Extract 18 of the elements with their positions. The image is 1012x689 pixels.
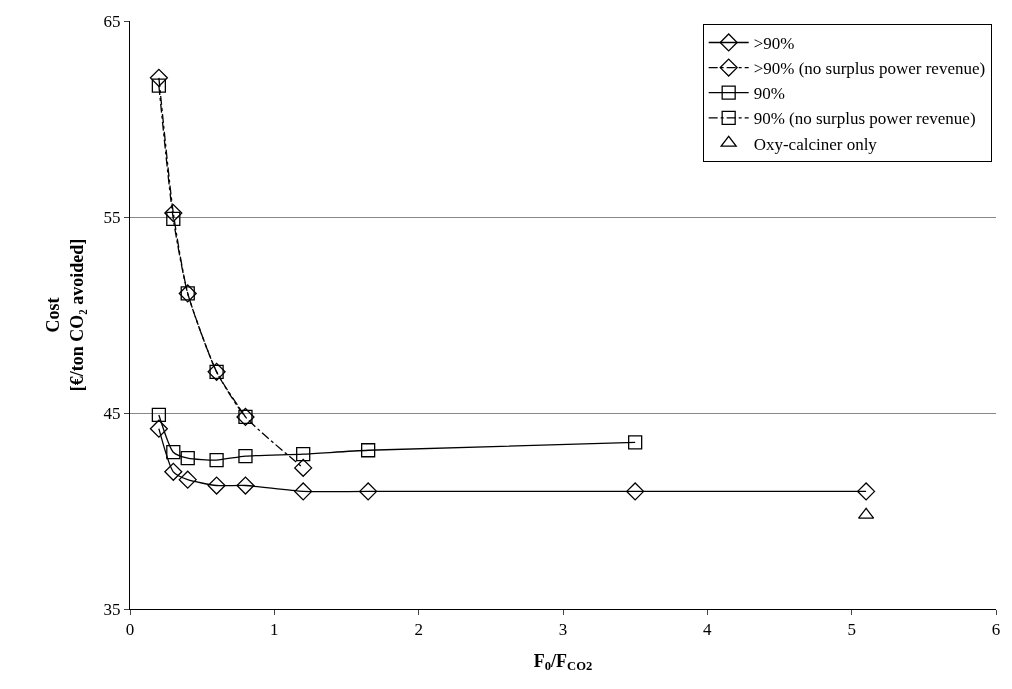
legend-label: Oxy-calciner only <box>753 134 878 154</box>
y-tick-label: 45 <box>103 403 121 423</box>
x-tick-label: 0 <box>125 620 135 640</box>
x-tick-label: 4 <box>703 620 713 640</box>
y-tick-label: 35 <box>103 599 121 619</box>
x-tick-label: 1 <box>270 620 279 640</box>
x-tick-label: 2 <box>414 620 423 640</box>
legend-label: >90% (no surplus power revenue) <box>753 59 986 79</box>
legend-label: >90% <box>753 34 795 54</box>
y-tick-label: 65 <box>103 11 121 31</box>
x-axis-title: F$_{0}$/F$_{CO2}$ <box>533 650 593 674</box>
y-tick-label: 55 <box>103 207 121 227</box>
legend-label: 90% (no surplus power revenue) <box>753 109 976 129</box>
x-tick-label: 6 <box>991 620 1001 640</box>
legend-label: 90% <box>753 84 785 104</box>
x-tick-label: 3 <box>558 620 568 640</box>
y-axis-title: Cost [€/ton CO₂ avoided] <box>43 238 87 392</box>
x-tick-label: 5 <box>847 620 856 640</box>
